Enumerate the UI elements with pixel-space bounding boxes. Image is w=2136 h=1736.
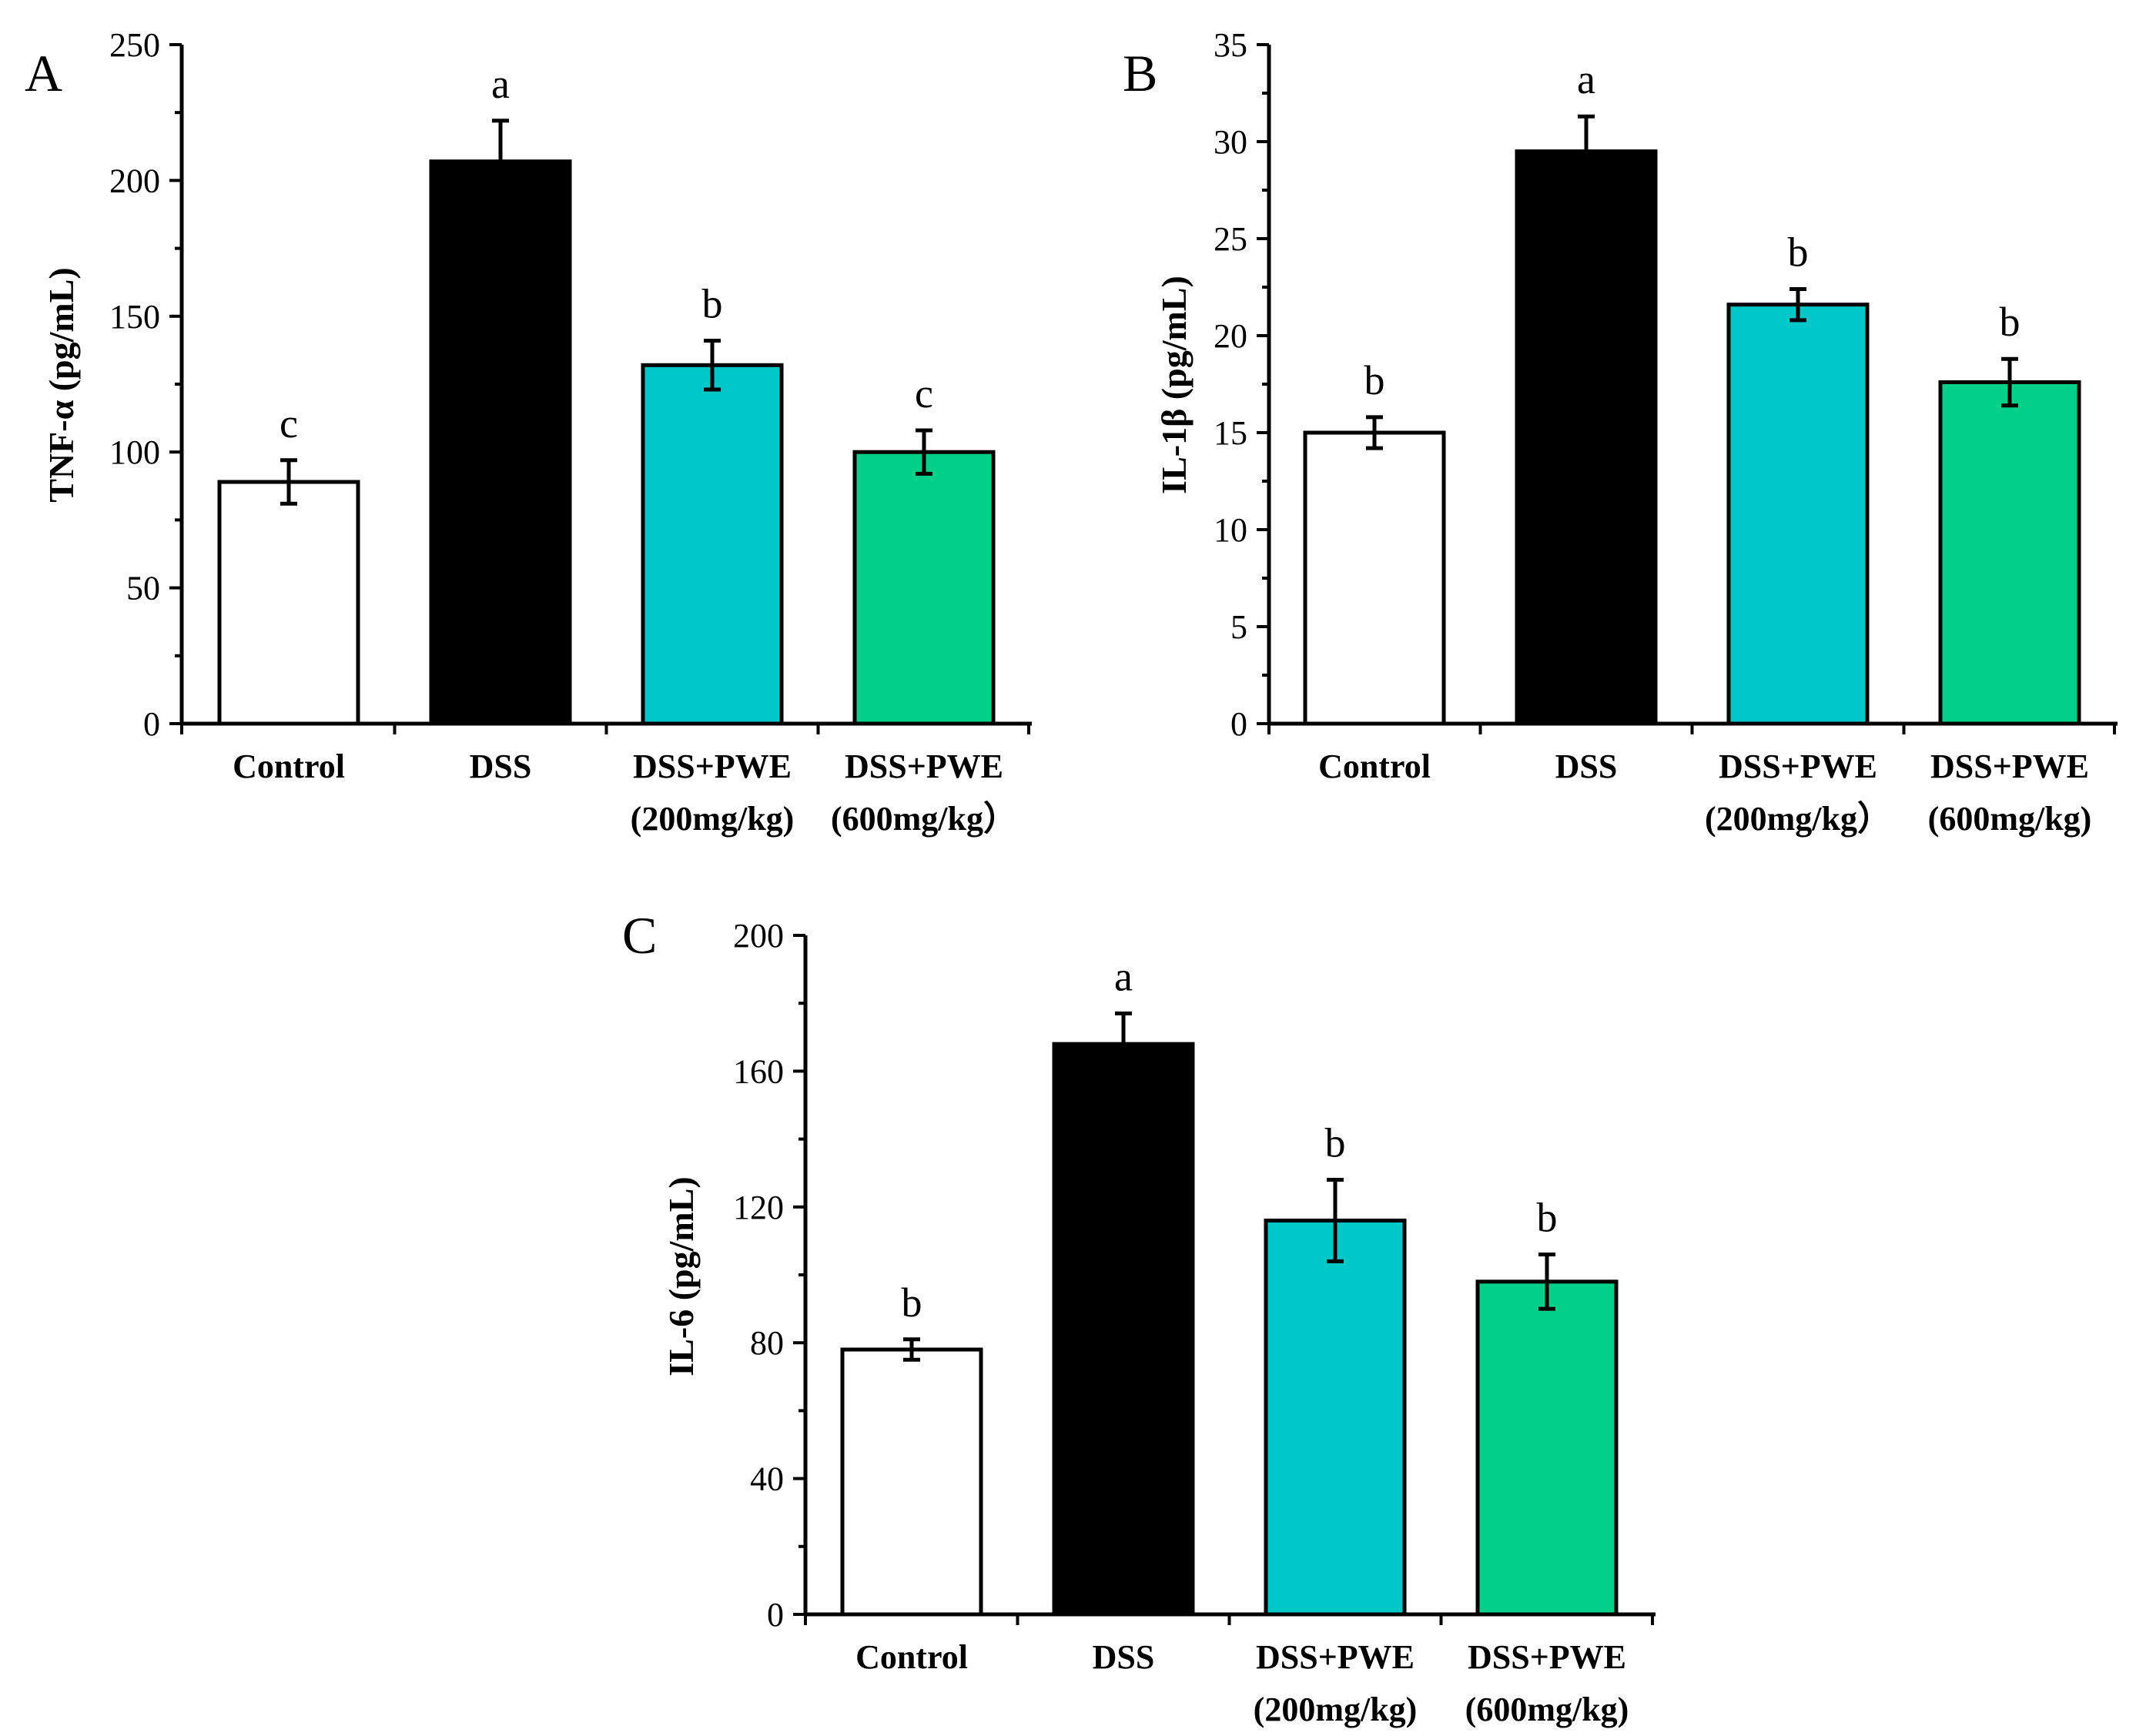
panel-c-category-label-4: DSS+PWE <box>1468 1638 1626 1676</box>
panel-a-y-tick-label: 50 <box>126 570 160 607</box>
panel-b-significance-2: a <box>1577 56 1595 102</box>
panel-c-bar-2 <box>1052 1042 1195 1617</box>
panel-a-significance-3: b <box>702 281 723 327</box>
panel-b-letter: B <box>1123 44 1157 102</box>
panel-b-y-tick-label: 30 <box>1214 123 1247 161</box>
panel-a-significance-2: a <box>491 61 510 107</box>
panel-b-y-tick-label: 15 <box>1214 414 1247 452</box>
panel-c-significance-2: a <box>1114 953 1133 999</box>
panel-b-y-tick-label: 10 <box>1214 511 1247 549</box>
panel-c-bar-3 <box>1264 1218 1407 1617</box>
panel-c-category-label-2: DSS <box>1093 1638 1155 1676</box>
panel-a-letter: A <box>25 44 62 102</box>
panel-c-bar-1 <box>840 1347 983 1617</box>
panel-a-bar-1 <box>217 480 360 726</box>
panel-b-y-axis-title: IL-1β (pg/mL) <box>1154 276 1194 494</box>
panel-a-y-tick-label: 200 <box>109 162 160 199</box>
panel-a-category-label-1: Control <box>233 748 345 785</box>
panel-a-y-tick-label: 100 <box>109 433 160 471</box>
panel-b-significance-3: b <box>1788 229 1809 276</box>
panel-b-bar-1 <box>1303 430 1446 726</box>
panel-b-y-tick-label: 25 <box>1214 220 1247 258</box>
panel-c-category-sublabel-4: (600mg/kg) <box>1465 1691 1629 1728</box>
panel-a-category-label-2: DSS <box>470 748 532 785</box>
panel-b-bar-2 <box>1515 149 1658 726</box>
panel-c-y-tick-label: 0 <box>767 1596 784 1634</box>
panel-a-y-tick-label: 250 <box>109 26 160 64</box>
panel-b-category-label-1: Control <box>1318 748 1431 785</box>
panel-b-bar-3 <box>1726 303 1870 726</box>
panel-b-category-label-2: DSS <box>1555 748 1618 785</box>
panel-c-y-tick-label: 160 <box>733 1052 784 1090</box>
panel-c-y-axis-title: IL-6 (pg/mL) <box>661 1176 701 1376</box>
panel-a-significance-4: c <box>915 370 933 416</box>
panel-b-category-label-3: DSS+PWE <box>1719 748 1877 785</box>
panel-c-significance-4: b <box>1537 1195 1558 1241</box>
panel-c-significance-1: b <box>902 1279 922 1326</box>
panel-a-category-sublabel-4: (600mg/kg） <box>831 800 1017 838</box>
panel-b-significance-1: b <box>1364 357 1385 403</box>
panel-a-bar-2 <box>429 159 572 726</box>
panel-c-letter: C <box>622 906 657 965</box>
panel-a-y-axis-title: TNF-α (pg/mL) <box>42 267 81 503</box>
panel-b-category-label-4: DSS+PWE <box>1930 748 2089 785</box>
panel-a-y-tick-label: 0 <box>143 705 160 743</box>
panel-c-y-tick-label: 80 <box>750 1324 784 1362</box>
panel-b-bar-4 <box>1938 380 2081 726</box>
panel-c-y-tick-label: 200 <box>733 917 784 955</box>
panel-b-y-tick-label: 35 <box>1214 26 1247 64</box>
panel-b-y-tick-label: 5 <box>1230 608 1247 646</box>
panel-c-y-tick-label: 120 <box>733 1189 784 1226</box>
panel-b-significance-4: b <box>2000 299 2020 345</box>
panel-b-y-tick-label: 20 <box>1214 317 1247 355</box>
panel-b-y-tick-label: 0 <box>1230 705 1247 743</box>
panel-a-y-tick-label: 150 <box>109 298 160 336</box>
panel-a-significance-1: c <box>280 400 298 447</box>
panel-a-category-label-4: DSS+PWE <box>845 748 1003 785</box>
panel-c-category-label-1: Control <box>855 1638 968 1676</box>
panel-c-bar-4 <box>1475 1279 1619 1617</box>
panel-c-category-sublabel-3: (200mg/kg) <box>1254 1691 1418 1728</box>
panel-a-category-label-3: DSS+PWE <box>633 748 792 785</box>
panel-c-y-tick-label: 40 <box>750 1460 784 1498</box>
panel-c-category-label-3: DSS+PWE <box>1256 1638 1415 1676</box>
panel-c-significance-3: b <box>1325 1120 1346 1166</box>
panel-a-category-sublabel-3: (200mg/kg) <box>631 800 795 838</box>
panel-a-bar-4 <box>852 450 996 726</box>
panel-a-bar-3 <box>641 363 784 726</box>
panel-b-category-sublabel-4: (600mg/kg) <box>1928 800 2092 838</box>
panel-b-category-sublabel-3: (200mg/kg） <box>1705 800 1891 838</box>
